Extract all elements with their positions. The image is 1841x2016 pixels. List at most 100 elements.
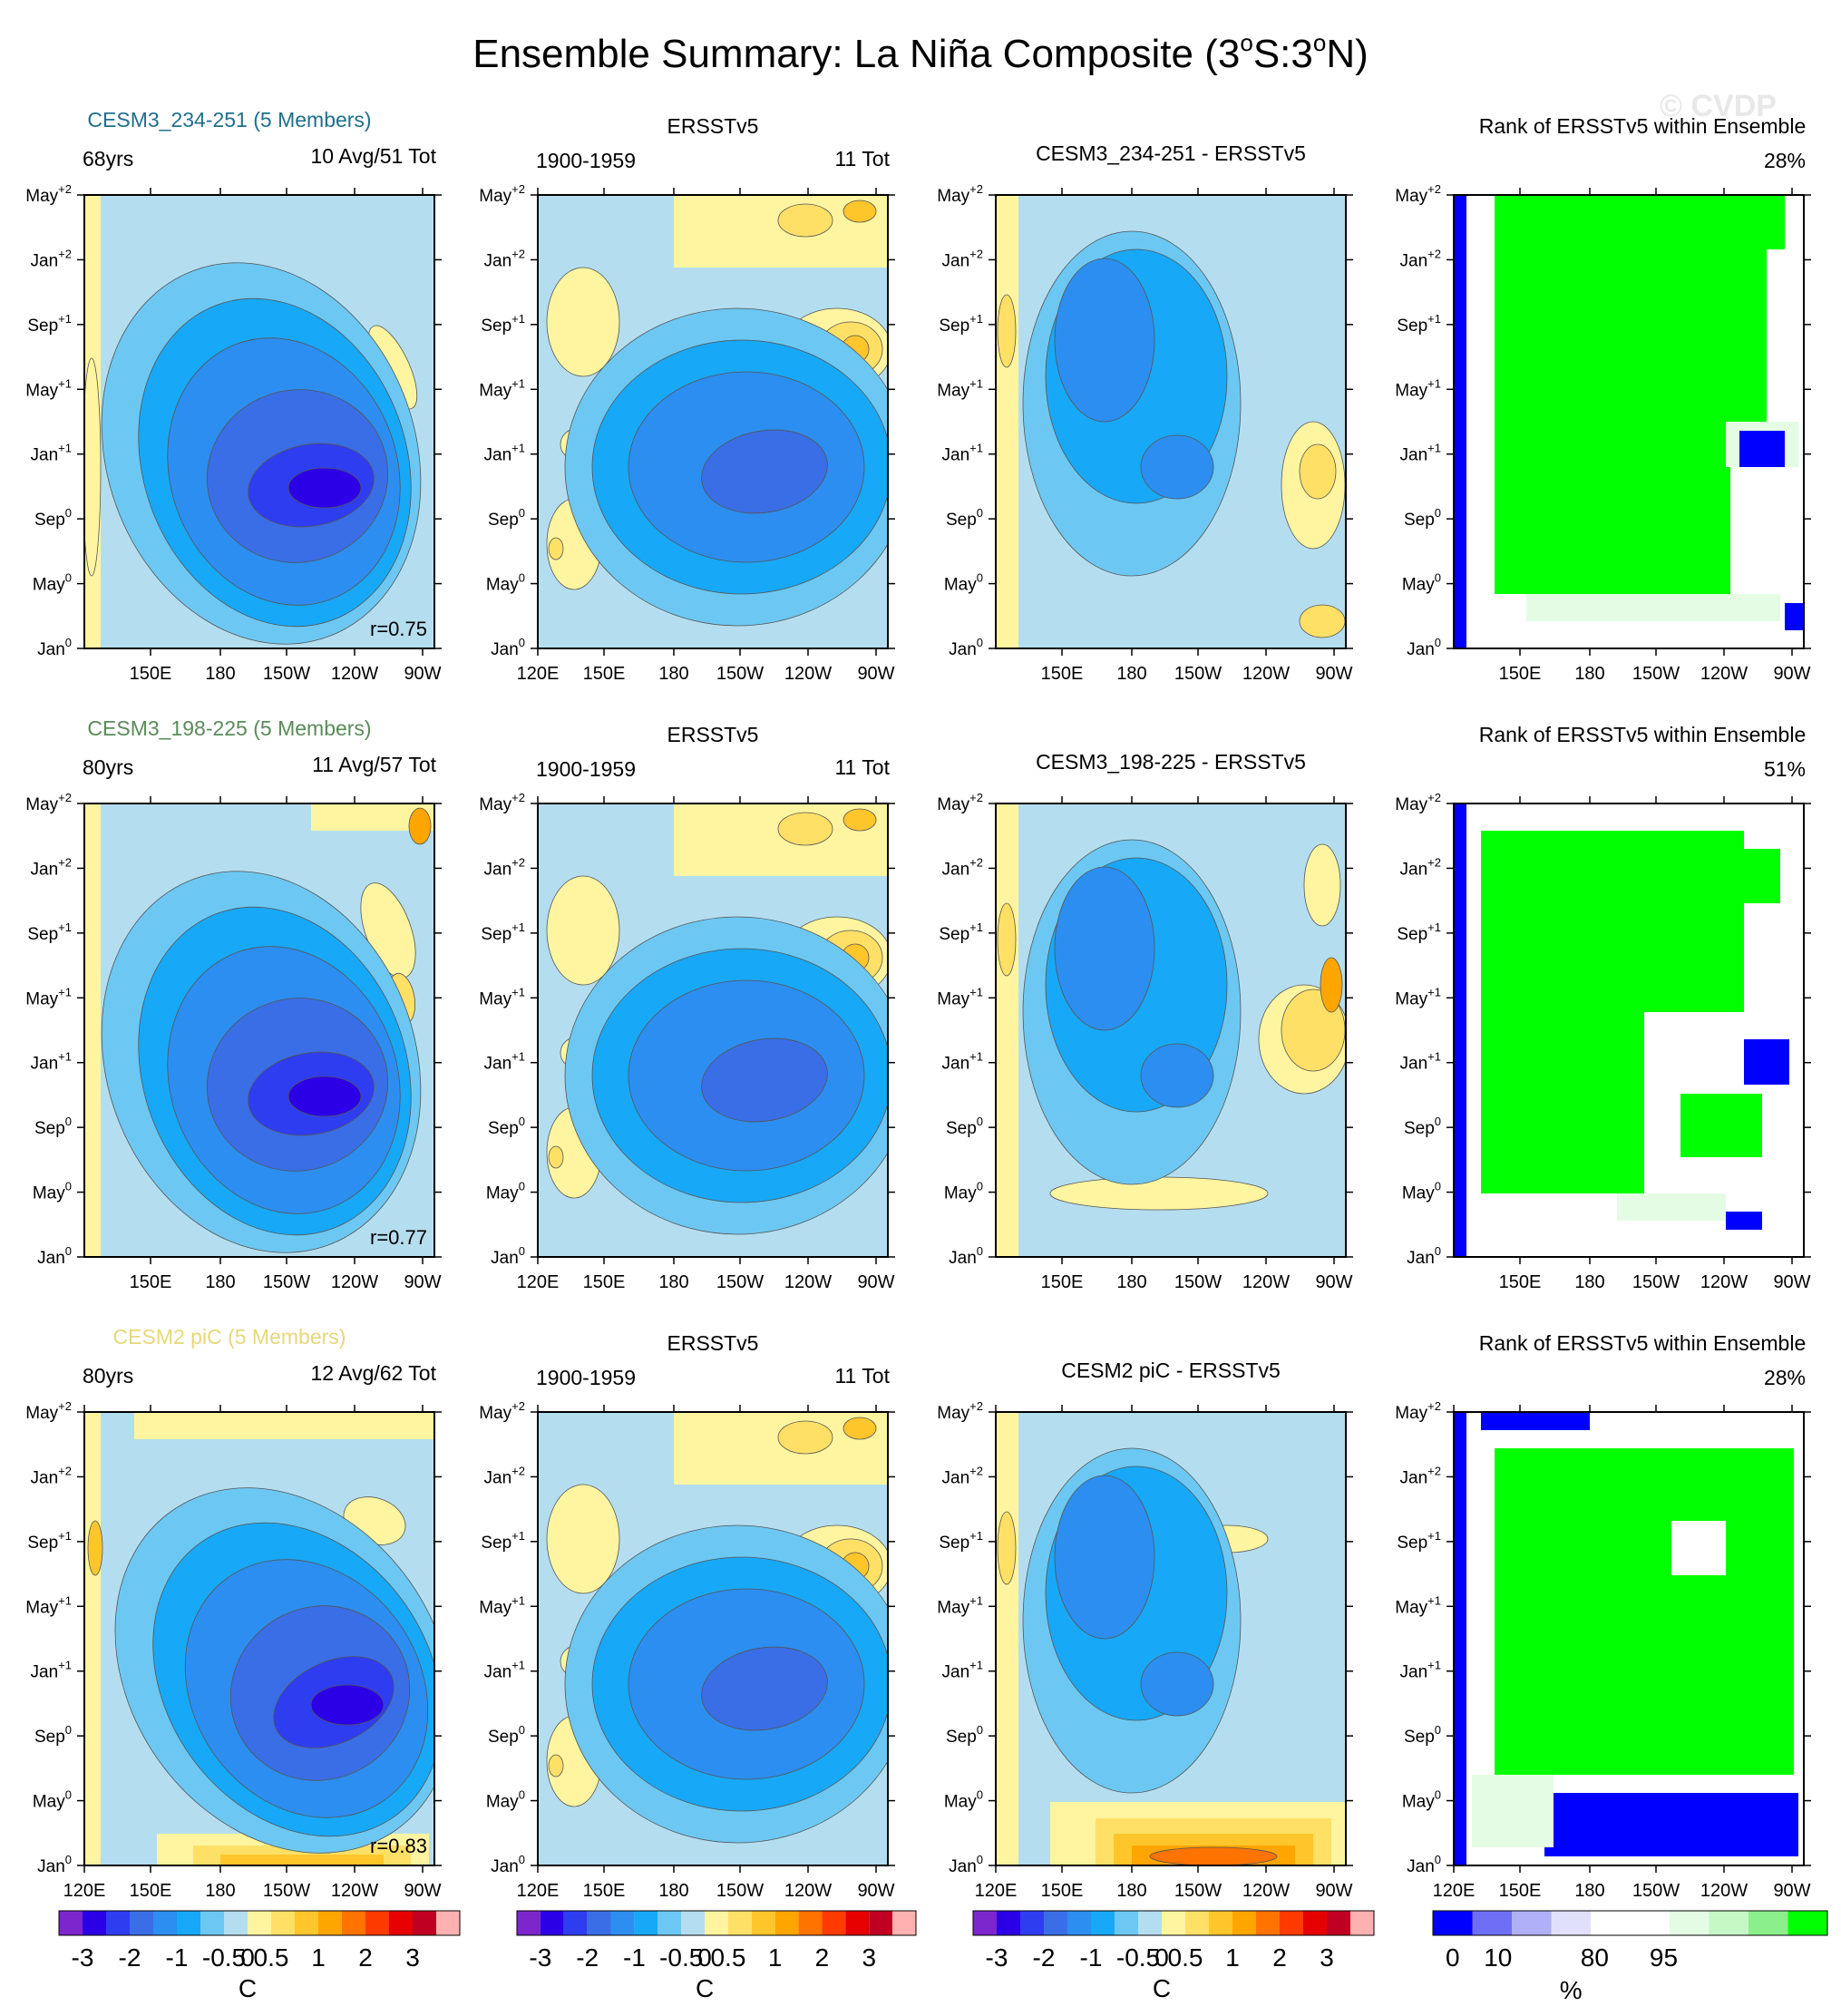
x-tick-label: 120W — [1242, 1881, 1290, 1901]
rank-percent: 51% — [1764, 757, 1806, 781]
colorbar-label: -1 — [623, 1943, 646, 1972]
colorbar-swatch — [845, 1911, 870, 1935]
x-tick-label: 150E — [130, 664, 172, 684]
colorbar-swatch — [1350, 1911, 1374, 1935]
y-tick-label: Sep+1 — [1397, 1529, 1441, 1553]
y-tick-label: Jan+1 — [484, 442, 525, 465]
colorbar-swatch — [318, 1911, 342, 1935]
colorbar-swatch — [705, 1911, 728, 1935]
y-tick-label: Jan0 — [1407, 1244, 1441, 1268]
colorbar-swatch — [1433, 1911, 1473, 1935]
colorbar-label: -3 — [986, 1943, 1008, 1972]
y-tick-label: Jan+1 — [1400, 1659, 1441, 1682]
x-tick-label: 180 — [1116, 1272, 1146, 1292]
x-tick-label: 150E — [1041, 1881, 1084, 1901]
y-tick-label: May+1 — [25, 376, 72, 400]
pattern-correlation: r=0.75 — [370, 618, 427, 640]
x-tick-label: 120W — [1700, 1881, 1748, 1901]
y-tick-label: Jan+2 — [942, 247, 983, 270]
y-tick-label: Jan+1 — [942, 1050, 983, 1074]
y-tick-label: Jan+2 — [31, 855, 72, 879]
x-tick-label: 120W — [1242, 1272, 1290, 1292]
colorbar-swatch — [774, 1911, 799, 1935]
pattern-correlation: r=0.77 — [370, 1226, 427, 1249]
y-tick-label: Jan+2 — [942, 1464, 983, 1487]
x-tick-label: 150W — [1174, 1272, 1222, 1292]
y-tick-label: May0 — [1402, 571, 1441, 595]
y-tick-label: Sep+1 — [1397, 920, 1441, 944]
colorbar-label: 3 — [862, 1943, 876, 1972]
colorbar-label: 80 — [1581, 1943, 1609, 1972]
y-tick-label: May0 — [33, 571, 72, 595]
x-tick-label: 90W — [1315, 1881, 1352, 1901]
x-tick-label: 120E — [517, 1272, 560, 1292]
y-tick-label: Sep+1 — [27, 312, 72, 336]
y-tick-label: Sep0 — [946, 506, 983, 530]
ensemble-years: 80yrs — [83, 755, 133, 779]
colorbar-label: 0 — [240, 1943, 255, 1972]
colorbar-swatch — [1303, 1911, 1327, 1935]
colorbar-swatch — [1630, 1911, 1670, 1935]
colorbar-swatch — [540, 1911, 564, 1935]
y-tick-label: May0 — [486, 1180, 525, 1203]
x-tick-label: 180 — [658, 1272, 688, 1292]
colorbar-label: 1 — [768, 1943, 783, 1972]
colorbar-swatch — [83, 1911, 106, 1935]
x-tick-label: 180 — [205, 664, 235, 684]
colorbar-label: -2 — [1033, 1943, 1056, 1972]
colorbar-swatch — [389, 1911, 413, 1935]
x-tick-label: 150W — [716, 1881, 764, 1901]
y-tick-label: Jan+2 — [31, 1464, 72, 1487]
y-tick-label: Sep0 — [34, 1115, 72, 1138]
observation-total: 11 Tot — [834, 147, 890, 170]
panel-frame — [83, 803, 435, 1258]
colorbar-swatch — [365, 1911, 389, 1935]
y-tick-label: May+1 — [25, 985, 72, 1008]
colorbar-swatch — [1232, 1911, 1256, 1935]
y-tick-label: Sep0 — [34, 506, 72, 530]
y-tick-label: May+2 — [25, 182, 72, 206]
y-tick-label: May+2 — [25, 1399, 72, 1423]
y-tick-label: Jan0 — [1407, 1853, 1441, 1876]
colorbar-label: -0.5 — [202, 1943, 246, 1972]
y-tick-label: Sep+1 — [481, 1529, 525, 1553]
y-tick-label: May+1 — [1395, 985, 1441, 1008]
x-tick-label: 180 — [205, 1272, 235, 1292]
x-tick-label: 150E — [1499, 1272, 1542, 1292]
difference-title: CESM2 piC - ERSSTv5 — [1061, 1359, 1281, 1382]
colorbar-swatch — [1138, 1911, 1162, 1935]
colorbar-swatch — [822, 1911, 846, 1935]
panel-frame — [537, 194, 889, 649]
colorbar-unit: C — [696, 1974, 714, 2002]
panel-frame — [1453, 1411, 1805, 1866]
colorbar-swatch — [892, 1911, 916, 1935]
x-tick-label: 150E — [130, 1881, 172, 1901]
y-tick-label: Sep+1 — [939, 920, 983, 944]
colorbar-swatch — [436, 1911, 460, 1935]
x-tick-label: 90W — [404, 664, 441, 684]
colorbar-label: -3 — [529, 1943, 551, 1972]
y-tick-label: Sep+1 — [27, 920, 72, 944]
colorbar-label: -0.5 — [1116, 1943, 1160, 1972]
y-tick-label: Sep0 — [1404, 506, 1441, 530]
x-tick-label: 150E — [1041, 664, 1084, 684]
colorbar-swatch — [1020, 1911, 1044, 1935]
y-tick-label: Jan+2 — [1400, 247, 1441, 270]
rank-title: Rank of ERSSTv5 within Ensemble — [1479, 723, 1807, 746]
y-tick-label: Sep0 — [1404, 1115, 1441, 1138]
colorbar-swatch — [1067, 1911, 1091, 1935]
rank-percent: 28% — [1764, 1366, 1806, 1389]
x-tick-label: 150E — [1041, 1272, 1084, 1292]
colorbar-swatch — [1748, 1911, 1788, 1935]
colorbar-label: 2 — [358, 1943, 373, 1972]
colorbar-swatch — [973, 1911, 997, 1935]
colorbar-swatch — [751, 1911, 775, 1935]
y-tick-label: Jan+1 — [31, 442, 72, 465]
colorbar-swatch — [342, 1911, 365, 1935]
panel-frame — [995, 803, 1347, 1258]
ensemble-title: CESM2 piC (5 Members) — [113, 1325, 346, 1349]
x-tick-label: 90W — [1773, 664, 1810, 684]
y-tick-label: May0 — [944, 1788, 983, 1812]
colorbar-swatch — [1256, 1911, 1280, 1935]
